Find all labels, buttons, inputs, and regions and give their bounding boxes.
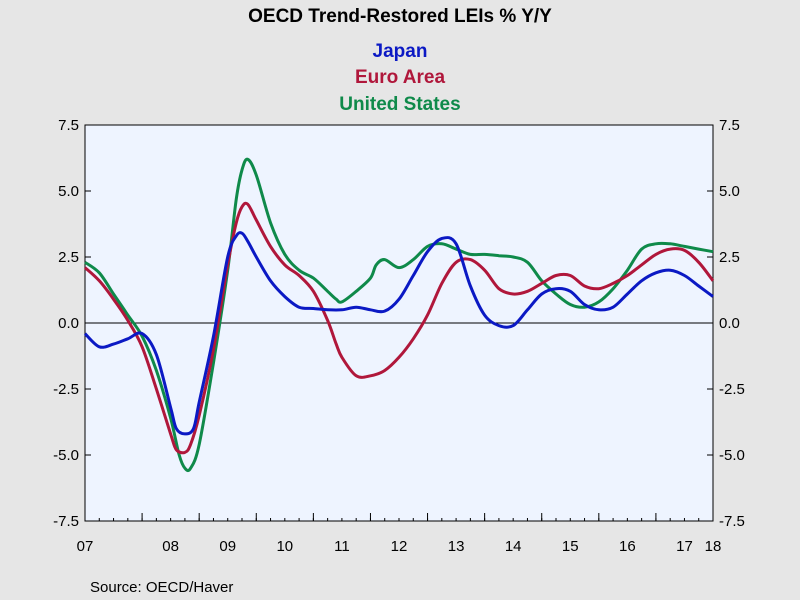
y-tick-label-left: 7.5	[58, 117, 79, 134]
x-tick-label: 09	[219, 538, 236, 555]
x-tick-label: 12	[391, 538, 408, 555]
x-tick-label: 10	[276, 538, 293, 555]
y-tick-label-right: -2.5	[719, 381, 745, 398]
y-tick-label-right: 7.5	[719, 117, 740, 134]
source-note: Source: OECD/Haver	[90, 579, 233, 596]
y-tick-label-left: -7.5	[53, 513, 79, 530]
y-tick-label-right: -5.0	[719, 447, 745, 464]
x-tick-label: 13	[448, 538, 465, 555]
series-lines	[83, 157, 715, 473]
y-tick-label-left: 0.0	[58, 315, 79, 332]
y-tick-label-right: -7.5	[719, 513, 745, 530]
x-tick-label: 15	[562, 538, 579, 555]
y-tick-label-left: -2.5	[53, 381, 79, 398]
y-tick-label-right: 2.5	[719, 249, 740, 266]
x-tick-label: 18	[705, 538, 722, 555]
y-axis-left: 7.5 5.0 2.5 0.0 -2.5 -5.0 -7.5	[53, 117, 91, 530]
series-line-united-states	[84, 157, 714, 473]
legend-japan: Japan	[373, 41, 428, 62]
legend-euro-area: Euro Area	[355, 67, 446, 88]
series-line-euro-area	[83, 201, 715, 455]
y-tick-label-left: 5.0	[58, 183, 79, 200]
x-tick-label: 14	[505, 538, 522, 555]
series-line-japan	[83, 231, 714, 436]
y-tick-label-left: -5.0	[53, 447, 79, 464]
x-tick-label: 16	[619, 538, 636, 555]
legend-united-states: United States	[339, 94, 460, 115]
y-tick-label-left: 2.5	[58, 249, 79, 266]
chart-title: OECD Trend-Restored LEIs % Y/Y	[248, 6, 552, 27]
x-tick-label: 07	[77, 538, 94, 555]
x-tick-label: 11	[334, 538, 350, 555]
x-axis: 07 08 09 10 11 12 13 14 15 16 17 18	[77, 513, 722, 555]
y-axis-right: 7.5 5.0 2.5 0.0 -2.5 -5.0 -7.5	[707, 117, 745, 530]
y-tick-label-right: 0.0	[719, 315, 740, 332]
x-tick-label: 08	[162, 538, 179, 555]
y-tick-label-right: 5.0	[719, 183, 740, 200]
x-tick-label: 17	[676, 538, 693, 555]
